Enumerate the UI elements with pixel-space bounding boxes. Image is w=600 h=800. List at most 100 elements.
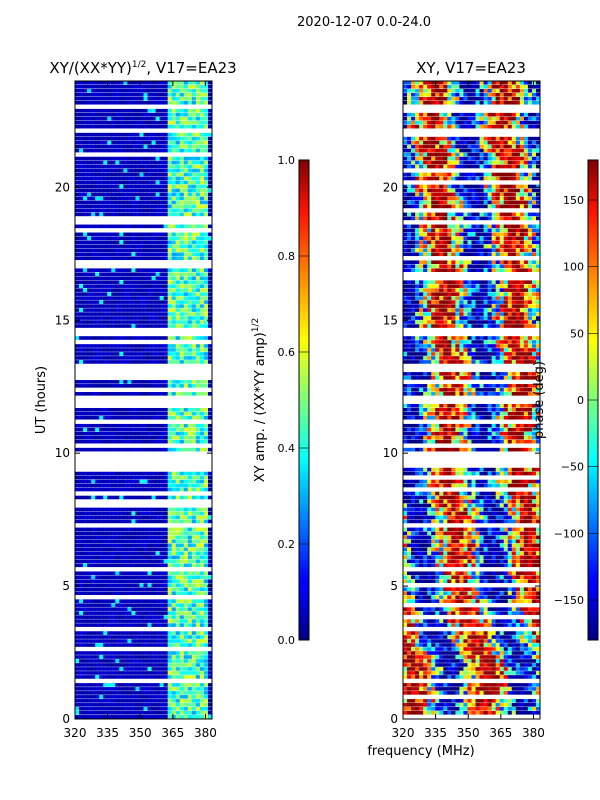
heatmap-cell bbox=[207, 136, 213, 141]
heatmap-cell bbox=[175, 651, 181, 655]
heatmap-cell bbox=[487, 711, 493, 715]
heatmap-cell bbox=[203, 300, 209, 304]
heatmap-cell bbox=[175, 160, 181, 165]
heatmap-cell bbox=[203, 423, 209, 428]
heatmap-cell bbox=[131, 344, 136, 348]
heatmap-cell bbox=[139, 380, 144, 384]
heatmap-cell bbox=[139, 575, 144, 580]
heatmap-cell bbox=[147, 140, 152, 145]
heatmap-cell bbox=[115, 380, 120, 384]
heatmap-cell bbox=[115, 423, 120, 428]
heatmap-cell bbox=[203, 635, 209, 639]
heatmap-cell bbox=[103, 384, 108, 388]
heatmap-cell bbox=[103, 667, 108, 671]
heatmap-cell bbox=[443, 651, 448, 655]
heatmap-cell bbox=[199, 184, 205, 189]
heatmap-cell bbox=[479, 675, 484, 679]
heatmap-cell bbox=[91, 575, 96, 580]
heatmap-cell bbox=[111, 571, 116, 576]
heatmap-cell bbox=[131, 555, 136, 560]
heatmap-cell bbox=[195, 184, 201, 189]
heatmap-cell bbox=[151, 431, 156, 436]
heatmap-cell bbox=[427, 691, 432, 695]
heatmap-cell bbox=[127, 84, 132, 89]
heatmap-cell bbox=[463, 651, 468, 655]
heatmap-cell bbox=[191, 140, 197, 145]
heatmap-cell bbox=[203, 431, 209, 436]
heatmap-cell bbox=[99, 515, 104, 520]
heatmap-cell bbox=[199, 156, 205, 161]
heatmap-cell bbox=[179, 88, 185, 93]
heatmap-cell bbox=[103, 715, 108, 719]
heatmap-cell bbox=[147, 659, 152, 663]
heatmap-cell bbox=[111, 435, 116, 440]
heatmap-cell bbox=[195, 495, 201, 500]
heatmap-cell bbox=[191, 240, 197, 245]
heatmap-cell bbox=[167, 579, 173, 584]
heatmap-cell bbox=[95, 515, 100, 520]
heatmap-cell bbox=[151, 707, 156, 711]
heatmap-cell bbox=[199, 591, 205, 595]
heatmap-cell bbox=[135, 483, 140, 488]
heatmap-cell bbox=[167, 519, 173, 524]
heatmap-cell bbox=[523, 707, 529, 711]
heatmap-cell bbox=[415, 667, 420, 671]
heatmap-cell bbox=[183, 495, 189, 500]
heatmap-cell bbox=[435, 639, 440, 643]
heatmap-cell bbox=[107, 547, 112, 552]
heatmap-cell bbox=[139, 168, 144, 173]
heatmap-cell bbox=[119, 276, 124, 280]
heatmap-cell bbox=[115, 507, 120, 512]
heatmap-cell bbox=[419, 699, 424, 703]
heatmap-cell bbox=[203, 288, 209, 292]
heatmap-cell bbox=[187, 495, 193, 500]
heatmap-cell bbox=[179, 272, 185, 276]
heatmap-cell bbox=[103, 447, 108, 452]
heatmap-cell bbox=[139, 336, 144, 340]
heatmap-cell bbox=[199, 300, 205, 304]
heatmap-cell bbox=[171, 527, 177, 532]
heatmap-cell bbox=[103, 599, 108, 603]
heatmap-cell bbox=[119, 232, 124, 237]
heatmap-cell bbox=[107, 411, 112, 416]
heatmap-cell bbox=[83, 411, 88, 416]
heatmap-cell bbox=[83, 300, 88, 304]
heatmap-cell bbox=[91, 543, 96, 548]
heatmap-cell bbox=[151, 164, 156, 169]
heatmap-cell bbox=[91, 527, 96, 532]
heatmap-cell bbox=[175, 671, 181, 675]
heatmap-cell bbox=[107, 615, 112, 619]
heatmap-cell bbox=[95, 555, 100, 560]
heatmap-cell bbox=[203, 344, 209, 348]
heatmap-cell bbox=[139, 587, 144, 591]
heatmap-cell bbox=[159, 643, 165, 647]
heatmap-cell bbox=[179, 81, 185, 85]
heatmap-cell bbox=[75, 312, 80, 316]
heatmap-cell bbox=[487, 643, 493, 647]
heatmap-cell bbox=[99, 212, 104, 217]
heatmap-cell bbox=[115, 691, 120, 695]
heatmap-cell bbox=[163, 439, 169, 444]
heatmap-cell bbox=[147, 108, 152, 113]
heatmap-cell bbox=[167, 344, 173, 348]
heatmap-cell bbox=[167, 84, 173, 89]
heatmap-cell bbox=[471, 675, 476, 679]
heatmap-cell bbox=[87, 248, 92, 253]
heatmap-cell bbox=[171, 164, 177, 169]
heatmap-cell bbox=[135, 81, 140, 85]
heatmap-cell bbox=[127, 300, 132, 304]
heatmap-cell bbox=[119, 296, 124, 300]
heatmap-cell bbox=[111, 348, 116, 352]
heatmap-cell bbox=[175, 611, 181, 615]
heatmap-cell bbox=[203, 92, 209, 97]
heatmap-cell bbox=[95, 447, 100, 452]
heatmap-cell bbox=[191, 515, 197, 520]
heatmap-cell bbox=[171, 591, 177, 595]
heatmap-cell bbox=[151, 284, 156, 288]
heatmap-cell bbox=[191, 92, 197, 97]
heatmap-cell bbox=[203, 687, 209, 691]
heatmap-cell bbox=[87, 659, 92, 663]
heatmap-cell bbox=[115, 232, 120, 237]
heatmap-cell bbox=[135, 655, 140, 659]
heatmap-cell bbox=[95, 583, 100, 588]
